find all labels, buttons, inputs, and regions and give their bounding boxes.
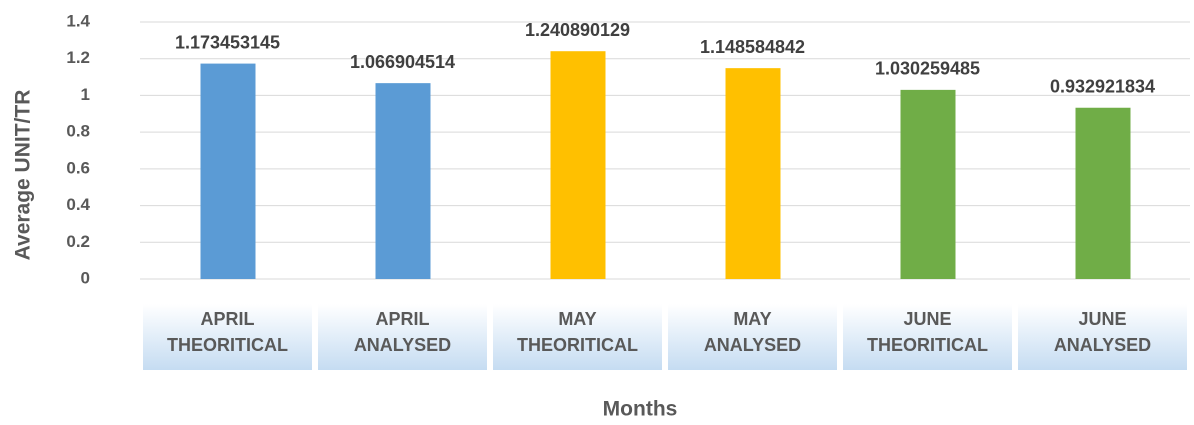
bar [200, 63, 256, 280]
y-tick-label: 0.6 [66, 158, 90, 177]
x-tick-label: APRIL THEORITICAL [167, 309, 288, 355]
data-label: 1.066904514 [350, 52, 455, 72]
x-tick-label-line: MAY [733, 309, 771, 329]
category-box [493, 304, 662, 370]
bar [375, 83, 431, 279]
bar [1075, 107, 1131, 279]
y-tick-label: 1.2 [66, 48, 90, 67]
category-box [1018, 304, 1187, 370]
bar [725, 68, 781, 279]
data-label: 1.030259485 [875, 59, 980, 79]
bar [900, 89, 956, 279]
x-tick-label-line: THEORITICAL [517, 335, 638, 355]
x-tick-label-line: ANALYSED [704, 335, 801, 355]
category-box [843, 304, 1012, 370]
x-tick-label-line: MAY [558, 309, 596, 329]
x-tick-label: JUNE ANALYSED [1054, 309, 1151, 355]
data-label: 1.148584842 [700, 37, 805, 57]
y-tick-label: 1.4 [66, 11, 90, 30]
data-label: 0.932921834 [1050, 76, 1155, 96]
x-tick-label-line: APRIL [376, 309, 430, 329]
x-tick-label: JUNE THEORITICAL [867, 309, 988, 355]
y-tick-label: 0.2 [66, 232, 90, 251]
x-tick-label-line: ANALYSED [1054, 335, 1151, 355]
y-tick-label: 1 [81, 85, 90, 104]
x-tick-label-line: JUNE [903, 309, 951, 329]
x-tick-label-line: ANALYSED [354, 335, 451, 355]
category-box [318, 304, 487, 370]
x-axis-title: Months [603, 398, 678, 421]
y-tick-label: 0 [81, 268, 90, 287]
x-tick-label: APRIL ANALYSED [354, 309, 451, 355]
x-tick-label-line: THEORITICAL [867, 335, 988, 355]
x-tick-label-line: APRIL [201, 309, 255, 329]
category-box [143, 304, 312, 370]
category-box [668, 304, 837, 370]
data-label: 1.173453145 [175, 32, 280, 52]
x-tick-label-line: THEORITICAL [167, 335, 288, 355]
y-tick-label: 0.4 [66, 195, 90, 214]
y-tick-label: 0.8 [66, 122, 90, 141]
data-label: 1.240890129 [525, 20, 630, 40]
x-tick-label: MAY ANALYSED [704, 309, 801, 355]
x-tick-label-line: JUNE [1078, 309, 1126, 329]
y-axis-title: Average UNIT/TR [12, 90, 35, 261]
bar [550, 51, 606, 280]
x-tick-label: MAY THEORITICAL [517, 309, 638, 355]
